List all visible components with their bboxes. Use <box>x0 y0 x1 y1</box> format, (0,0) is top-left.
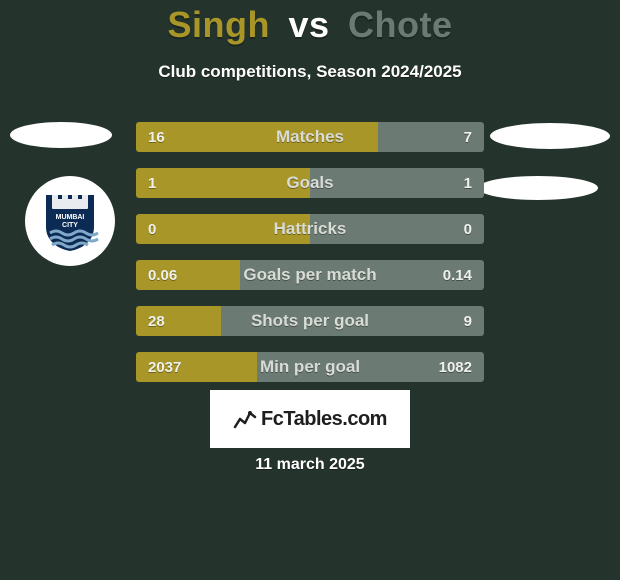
chart-line-icon <box>233 407 257 431</box>
stat-value-right: 0.14 <box>443 260 472 290</box>
stat-row: Goals1 1 <box>136 168 484 198</box>
stat-value-left: 0 <box>148 214 156 244</box>
stat-row: Goals per match0.06 0.14 <box>136 260 484 290</box>
stat-row: Shots per goal28 9 <box>136 306 484 336</box>
stat-label: Goals per match <box>136 260 484 290</box>
badge-right-2 <box>478 176 598 200</box>
stat-value-right: 9 <box>464 306 472 336</box>
badge-left-top <box>10 122 112 148</box>
stat-value-right: 1082 <box>439 352 472 382</box>
svg-text:CITY: CITY <box>62 222 78 229</box>
club-crest-left: MUMBAI CITY <box>25 176 115 266</box>
title: Singh vs Chote <box>0 4 620 46</box>
stat-rows: Matches16 7 Goals1 1 Hattricks0 0 Goals per ma… <box>136 122 484 398</box>
stat-value-left: 2037 <box>148 352 181 382</box>
stat-row: Matches16 7 <box>136 122 484 152</box>
stat-value-right: 7 <box>464 122 472 152</box>
stat-value-left: 28 <box>148 306 165 336</box>
title-player2: Chote <box>348 4 453 45</box>
stat-label: Hattricks <box>136 214 484 244</box>
crest-icon: MUMBAI CITY <box>38 189 102 253</box>
stat-label: Shots per goal <box>136 306 484 336</box>
stat-row: Min per goal2037 1082 <box>136 352 484 382</box>
source-logo-text: FcTables.com <box>261 408 387 431</box>
subtitle: Club competitions, Season 2024/2025 <box>0 62 620 82</box>
stat-label: Matches <box>136 122 484 152</box>
stat-value-left: 0.06 <box>148 260 177 290</box>
stat-value-left: 16 <box>148 122 165 152</box>
infographic-canvas: Singh vs Chote Club competitions, Season… <box>0 0 620 580</box>
svg-text:MUMBAI: MUMBAI <box>56 214 85 221</box>
badge-right-top <box>490 123 610 149</box>
title-vs: vs <box>288 4 329 45</box>
date-text: 11 march 2025 <box>0 456 620 474</box>
stat-row: Hattricks0 0 <box>136 214 484 244</box>
stat-label: Goals <box>136 168 484 198</box>
stat-value-right: 1 <box>464 168 472 198</box>
stat-value-right: 0 <box>464 214 472 244</box>
stat-value-left: 1 <box>148 168 156 198</box>
source-logo: FcTables.com <box>210 390 410 448</box>
stat-label: Min per goal <box>136 352 484 382</box>
title-player1: Singh <box>167 4 269 45</box>
